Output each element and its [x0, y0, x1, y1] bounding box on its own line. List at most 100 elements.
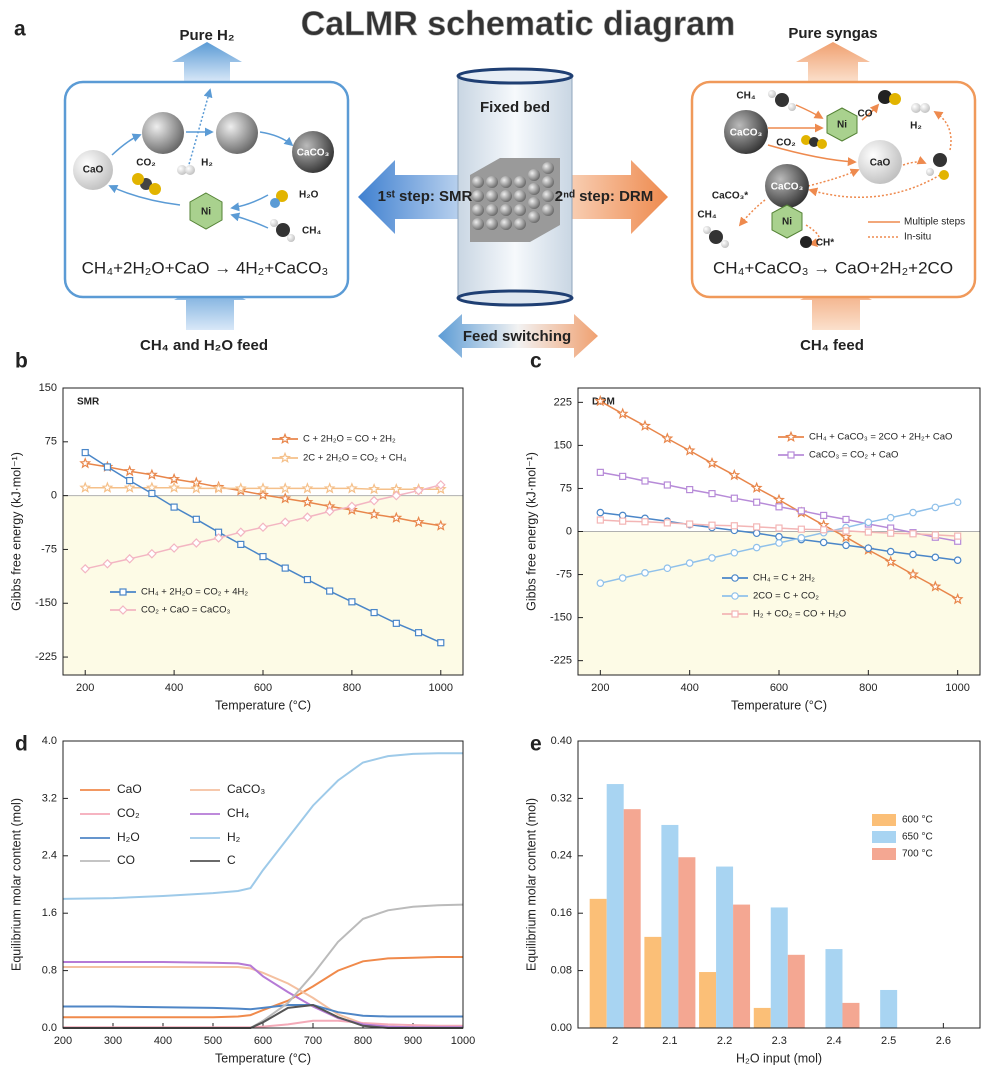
legend-swatch — [872, 848, 896, 860]
x-tick-label: 900 — [404, 1035, 422, 1047]
y-tick-label: 0.40 — [551, 735, 572, 747]
marker — [368, 508, 381, 520]
marker — [168, 481, 181, 493]
atom — [920, 103, 930, 113]
atom — [287, 234, 295, 242]
y-tick-label: 2.4 — [42, 850, 57, 862]
marker — [663, 519, 671, 527]
marker — [708, 554, 716, 562]
legend-swatch — [872, 831, 896, 843]
marker — [775, 524, 783, 532]
legend-label: 2C + 2H₂O = CO₂ + CH₄ — [303, 453, 407, 464]
marker — [907, 568, 919, 580]
chart: e 0.00 0.08 0.16 0.24 0.32 0.40 Equilibrium mol… — [524, 733, 981, 1065]
switch-arrow — [438, 314, 598, 358]
marker — [864, 528, 872, 536]
atom — [933, 153, 947, 167]
marker — [752, 529, 761, 538]
reactor-top — [456, 67, 574, 85]
marker — [279, 482, 292, 494]
marker — [103, 463, 112, 471]
atom — [800, 236, 812, 248]
legend-label: In-situ — [904, 232, 931, 243]
marker — [618, 574, 627, 582]
species-label: CO₂ — [136, 158, 155, 169]
bar — [770, 907, 788, 1028]
marker — [753, 523, 761, 531]
marker — [235, 527, 246, 538]
marker — [909, 508, 917, 517]
marker — [708, 521, 716, 529]
legend-label: H₂ + CO₂ = CO + H₂O — [753, 609, 846, 620]
legend-label: H₂O — [117, 830, 140, 844]
x-tick-label: 2 — [612, 1035, 618, 1047]
marker — [596, 508, 605, 517]
atom — [788, 103, 796, 111]
legend-label: Multiple steps — [904, 217, 965, 228]
x-tick-label: 1000 — [429, 682, 453, 694]
marker — [390, 511, 403, 523]
marker — [345, 482, 358, 494]
switch-label: Feed switching — [463, 328, 571, 345]
output-arrow — [796, 42, 870, 82]
atom — [768, 90, 776, 98]
species-label: Ni — [782, 217, 792, 228]
ni-catalyst — [826, 107, 858, 142]
drm-paths — [738, 103, 952, 247]
marker — [594, 394, 607, 407]
marker — [953, 556, 962, 565]
chart: c -225 -150 -75 0 75 150 225 Gibbs free energy (… — [524, 350, 981, 712]
marker — [931, 531, 939, 539]
y-axis-label: Gibbs free energy (kJ·mol⁻¹) — [9, 452, 23, 611]
bar — [787, 954, 805, 1028]
x-tick-label: 300 — [104, 1035, 122, 1047]
marker — [954, 532, 962, 540]
feed-label: CH₄ feed — [800, 337, 864, 354]
sphere — [142, 112, 184, 154]
marker — [884, 555, 897, 567]
panel-label: d — [15, 733, 28, 756]
marker — [323, 482, 336, 494]
marker — [237, 540, 245, 549]
y-tick-label: 150 — [39, 382, 57, 394]
ni-catalyst — [771, 204, 803, 239]
x-tick-label: 2.6 — [936, 1035, 951, 1047]
x-tick-label: 2.5 — [881, 1035, 896, 1047]
marker — [619, 472, 627, 480]
legend-label: C + 2H₂O = CO + 2H₂ — [303, 434, 396, 445]
marker — [368, 483, 381, 495]
sphere — [724, 110, 768, 154]
marker — [775, 503, 783, 511]
x-tick-label: 800 — [354, 1035, 372, 1047]
bar — [753, 1007, 771, 1028]
y-tick-label: 1.6 — [42, 907, 57, 919]
marker — [886, 513, 895, 522]
plot-frame — [577, 740, 981, 1029]
bar — [623, 809, 641, 1028]
marker — [953, 498, 962, 507]
chart: b -225 -150 -75 0 75 150 Gibbs free energy (kJ·… — [9, 350, 464, 712]
legend-label: CH₄ + CaCO₃ = 2CO + 2H₂+ CaO — [809, 432, 952, 443]
marker — [279, 432, 291, 445]
x-tick-label: 600 — [254, 1035, 272, 1047]
species-label: CaCO₃ — [730, 128, 763, 139]
marker — [951, 592, 964, 605]
x-tick-label: 200 — [76, 682, 94, 694]
marker — [686, 485, 694, 494]
reactor-label: Fixed bed — [480, 99, 550, 116]
marker — [414, 629, 423, 637]
bar — [589, 898, 607, 1028]
sphere — [216, 112, 258, 154]
x-tick-label: 700 — [304, 1035, 322, 1047]
species-label: CH₄ — [302, 226, 321, 237]
marker — [79, 457, 92, 469]
y-tick-label: -150 — [550, 612, 572, 624]
marker — [370, 608, 378, 617]
atom — [801, 135, 811, 145]
marker — [119, 588, 127, 596]
marker — [258, 522, 268, 533]
marker — [864, 544, 873, 552]
species-label: H₂O — [299, 190, 319, 201]
atom — [132, 173, 144, 185]
